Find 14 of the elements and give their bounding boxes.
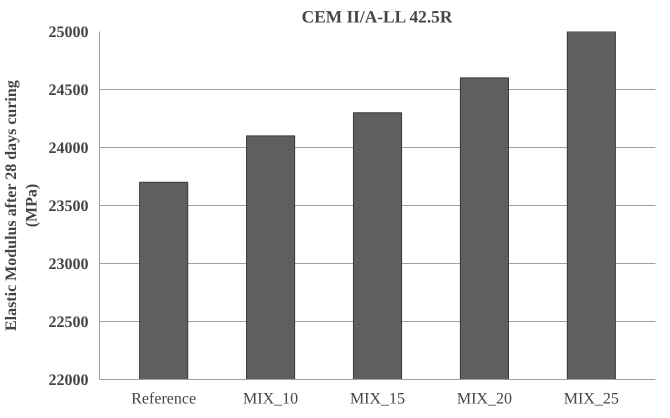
- y-tick-label: 24000: [48, 140, 88, 157]
- y-tick-label: 24500: [48, 82, 88, 99]
- chart-title: CEM II/A-LL 42.5R: [302, 8, 453, 26]
- y-tick-label: 23000: [48, 256, 88, 273]
- y-tick-label: 23500: [48, 198, 88, 215]
- x-tick-label: MIX_25: [564, 390, 619, 408]
- y-tick-label: 22500: [48, 314, 88, 331]
- x-tick-label: Reference: [131, 390, 196, 408]
- y-axis-title: Elastic Modulus after 28 days curing (MPa): [3, 80, 40, 332]
- x-tick-label: MIX_20: [456, 390, 512, 408]
- y-tick-label: 25000: [48, 24, 88, 41]
- y-tick-label: 22000: [48, 372, 88, 389]
- x-tick-label: MIX_10: [243, 390, 298, 408]
- x-tick-label: MIX_15: [350, 390, 406, 408]
